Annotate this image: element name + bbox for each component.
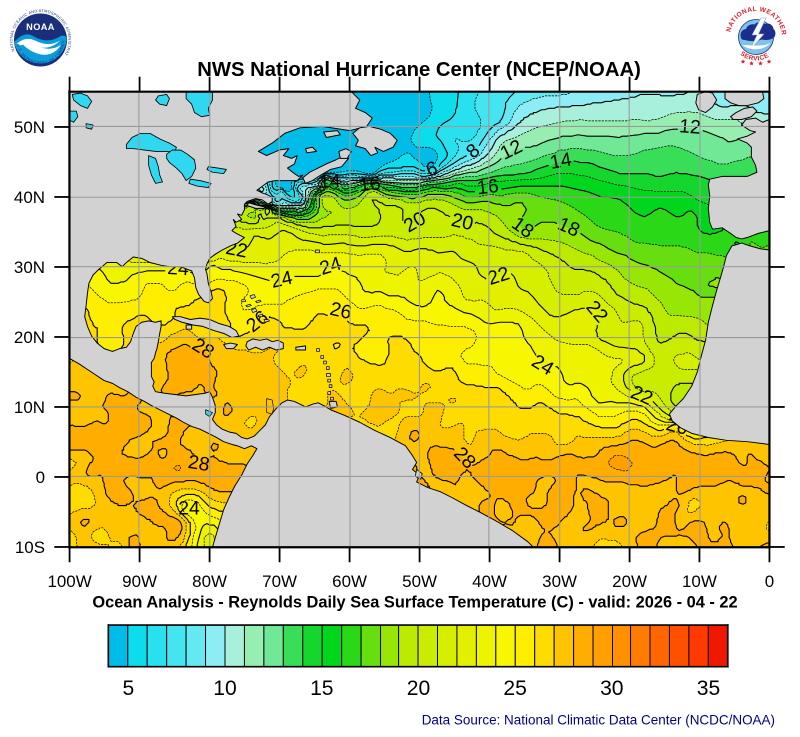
- svg-text:24: 24: [178, 498, 200, 520]
- svg-text:Ocean Analysis - Reynolds Dail: Ocean Analysis - Reynolds Daily Sea Surf…: [92, 594, 737, 612]
- svg-text:20N: 20N: [14, 328, 45, 347]
- svg-text:10: 10: [213, 677, 236, 700]
- svg-text:NWS National Hurricane Center: NWS National Hurricane Center (NCEP/NOAA…: [197, 59, 641, 81]
- svg-text:5: 5: [122, 677, 134, 700]
- svg-text:80W: 80W: [192, 572, 227, 591]
- svg-text:10W: 10W: [682, 572, 717, 591]
- svg-text:20: 20: [449, 209, 475, 235]
- svg-text:50W: 50W: [402, 572, 437, 591]
- svg-text:40N: 40N: [14, 188, 45, 207]
- svg-text:30N: 30N: [14, 258, 45, 277]
- svg-text:60W: 60W: [332, 572, 367, 591]
- svg-text:Data Source: National Climatic: Data Source: National Climatic Data Cent…: [422, 713, 775, 728]
- svg-text:14: 14: [548, 148, 573, 174]
- svg-text:10S: 10S: [15, 538, 45, 557]
- svg-text:35: 35: [697, 677, 720, 700]
- svg-text:0: 0: [36, 468, 45, 487]
- svg-text:16: 16: [476, 175, 500, 199]
- svg-text:10N: 10N: [14, 398, 45, 417]
- svg-text:14: 14: [319, 170, 342, 193]
- svg-text:12: 12: [678, 115, 701, 139]
- svg-text:24: 24: [269, 267, 295, 293]
- svg-text:20: 20: [407, 677, 430, 700]
- svg-text:40W: 40W: [472, 572, 507, 591]
- svg-text:16: 16: [358, 172, 381, 196]
- svg-text:30W: 30W: [542, 572, 577, 591]
- svg-text:NOAA: NOAA: [26, 22, 55, 32]
- svg-text:28: 28: [186, 451, 211, 476]
- svg-text:0: 0: [765, 572, 774, 591]
- svg-text:90W: 90W: [122, 572, 157, 591]
- svg-text:15: 15: [310, 677, 333, 700]
- svg-text:100W: 100W: [47, 572, 91, 591]
- svg-text:70W: 70W: [262, 572, 297, 591]
- svg-text:20W: 20W: [612, 572, 647, 591]
- svg-text:25: 25: [503, 677, 526, 700]
- svg-text:50N: 50N: [14, 118, 45, 137]
- svg-text:30: 30: [600, 677, 623, 700]
